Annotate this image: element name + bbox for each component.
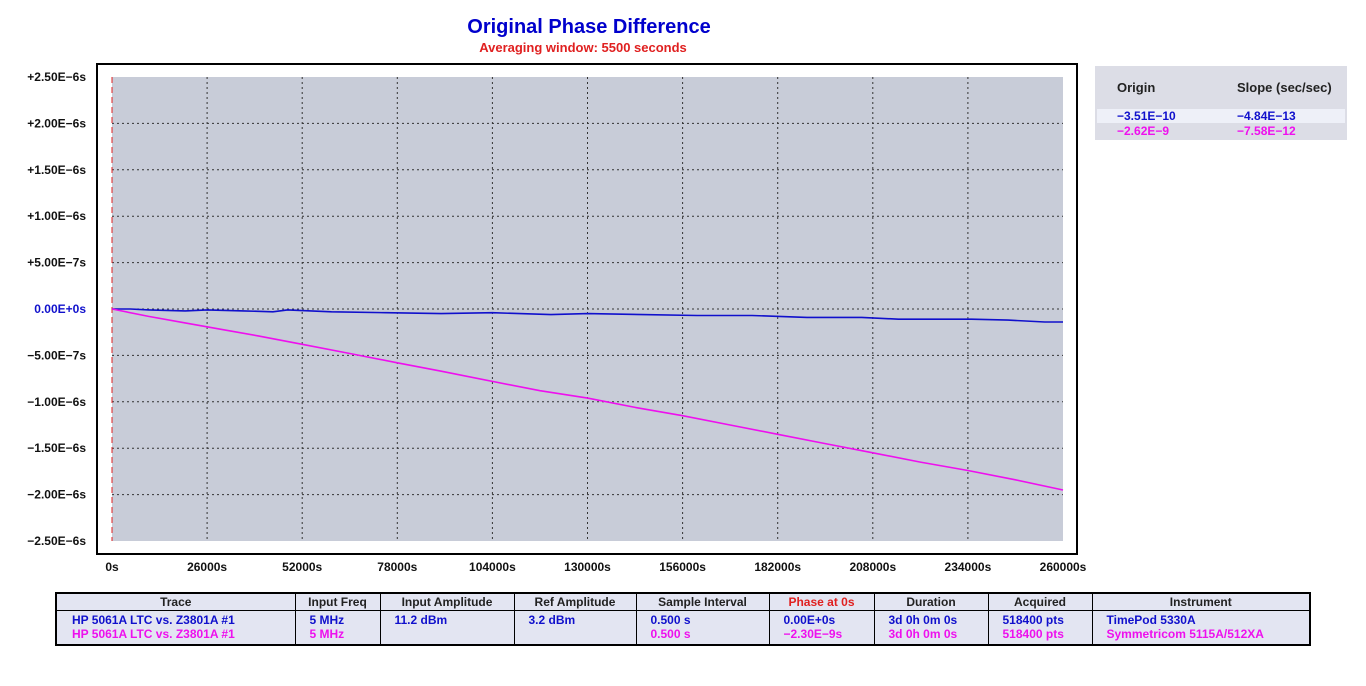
fit-slope-value: −4.84E−13 xyxy=(1237,109,1296,123)
chart-subtitle: Averaging window: 5500 seconds xyxy=(479,40,687,55)
y-tick-label: +1.00E−6s xyxy=(27,209,86,223)
cell-trace: HP 5061A LTC vs. Z3801A #1 HP 5061A LTC … xyxy=(55,610,296,645)
x-tick-label: 234000s xyxy=(945,560,992,574)
fit-row[interactable]: −2.62E−9 −7.58E−12 xyxy=(1097,124,1345,138)
cell-instrument: TimePod 5330A Symmetricom 5115A/512XA xyxy=(1091,610,1311,645)
trace-name: HP 5061A LTC vs. Z3801A #1 xyxy=(72,627,235,641)
sample-interval-value: 0.500 s xyxy=(650,613,691,627)
header-duration: Duration xyxy=(873,592,989,611)
x-tick-label: 260000s xyxy=(1040,560,1087,574)
acquired-value: 518400 pts xyxy=(1002,613,1064,627)
y-tick-label: +5.00E−7s xyxy=(27,256,86,270)
header-input-amplitude: Input Amplitude xyxy=(379,592,515,611)
y-tick-label: −2.50E−6s xyxy=(27,534,86,548)
trace-info-table: Trace Input Freq Input Amplitude Ref Amp… xyxy=(55,592,1311,646)
phase-at-0s-value: −2.30E−9s xyxy=(783,627,843,641)
input-freq-value: 5 MHz xyxy=(309,613,345,627)
header-phase-at-0s: Phase at 0s xyxy=(768,592,875,611)
instrument-value: Symmetricom 5115A/512XA xyxy=(1106,627,1264,641)
x-tick-label: 208000s xyxy=(849,560,896,574)
table-row[interactable]: HP 5061A LTC vs. Z3801A #1 HP 5061A LTC … xyxy=(55,610,1311,645)
fit-panel: Origin Slope (sec/sec) −3.51E−10 −4.84E−… xyxy=(1095,66,1347,140)
fit-slope-value: −7.58E−12 xyxy=(1237,124,1296,138)
input-freq-value: 5 MHz xyxy=(309,627,345,641)
cell-duration: 3d 0h 0m 0s 3d 0h 0m 0s xyxy=(873,610,989,645)
duration-value: 3d 0h 0m 0s xyxy=(888,613,958,627)
fit-origin-value: −3.51E−10 xyxy=(1117,109,1176,123)
header-acquired: Acquired xyxy=(987,592,1093,611)
cell-acquired: 518400 pts 518400 pts xyxy=(987,610,1093,645)
x-tick-label: 52000s xyxy=(282,560,322,574)
y-tick-label: −1.50E−6s xyxy=(27,441,86,455)
fit-row[interactable]: −3.51E−10 −4.84E−13 xyxy=(1097,109,1345,123)
x-tick-labels: 0s 26000s 52000s 78000s 104000s 130000s 156000… xyxy=(105,560,1086,574)
phase-at-0s-value: 0.00E+0s xyxy=(783,613,836,627)
y-tick-label: −1.00E−6s xyxy=(27,395,86,409)
x-tick-label: 182000s xyxy=(754,560,801,574)
x-tick-label: 78000s xyxy=(377,560,417,574)
sample-interval-value: 0.500 s xyxy=(650,627,691,641)
cell-ref-amplitude: 3.2 dBm xyxy=(513,610,637,645)
y-tick-labels: +2.50E−6s +2.00E−6s +1.50E−6s +1.00E−6s +5.0… xyxy=(27,70,86,548)
origin-header: Origin xyxy=(1117,80,1156,95)
trace-name: HP 5061A LTC vs. Z3801A #1 xyxy=(72,613,235,627)
duration-value: 3d 0h 0m 0s xyxy=(888,627,958,641)
x-tick-label: 130000s xyxy=(564,560,611,574)
header-trace: Trace xyxy=(55,592,296,611)
phase-difference-chart: +2.50E−6s +2.00E−6s +1.50E−6s +1.00E−6s +5.0… xyxy=(27,63,1087,574)
y-tick-label: +2.00E−6s xyxy=(27,116,86,130)
fit-origin-value: −2.62E−9 xyxy=(1117,124,1170,138)
header-instrument: Instrument xyxy=(1091,592,1311,611)
header-input-freq: Input Freq xyxy=(294,592,381,611)
y-tick-label: +1.50E−6s xyxy=(27,163,86,177)
series-line xyxy=(111,308,1064,491)
instrument-value: TimePod 5330A xyxy=(1106,613,1196,627)
ref-amplitude-value: 3.2 dBm xyxy=(528,613,576,627)
x-tick-label: 26000s xyxy=(187,560,227,574)
table-header-row: Trace Input Freq Input Amplitude Ref Amp… xyxy=(55,592,1311,611)
grid-lines xyxy=(112,77,1063,541)
header-ref-amplitude: Ref Amplitude xyxy=(513,592,637,611)
cell-sample-interval: 0.500 s 0.500 s xyxy=(635,610,770,645)
chart-title: Original Phase Difference xyxy=(467,16,711,38)
cell-input-freq: 5 MHz 5 MHz xyxy=(294,610,381,645)
x-tick-label: 104000s xyxy=(469,560,516,574)
cell-phase-at-0s: 0.00E+0s −2.30E−9s xyxy=(768,610,875,645)
cell-input-amplitude: 11.2 dBm xyxy=(379,610,515,645)
input-amplitude-value: 11.2 dBm xyxy=(394,613,448,627)
y-tick-label: −5.00E−7s xyxy=(27,348,86,362)
acquired-value: 518400 pts xyxy=(1002,627,1064,641)
x-tick-label: 156000s xyxy=(659,560,706,574)
slope-header: Slope (sec/sec) xyxy=(1237,80,1332,95)
header-sample-interval: Sample Interval xyxy=(635,592,770,611)
y-tick-label: +2.50E−6s xyxy=(27,70,86,84)
x-tick-label: 0s xyxy=(105,560,119,574)
y-tick-label: −2.00E−6s xyxy=(27,488,86,502)
series-line xyxy=(112,308,1063,323)
y-tick-label: 0.00E+0s xyxy=(34,302,86,316)
data-series xyxy=(111,308,1064,491)
